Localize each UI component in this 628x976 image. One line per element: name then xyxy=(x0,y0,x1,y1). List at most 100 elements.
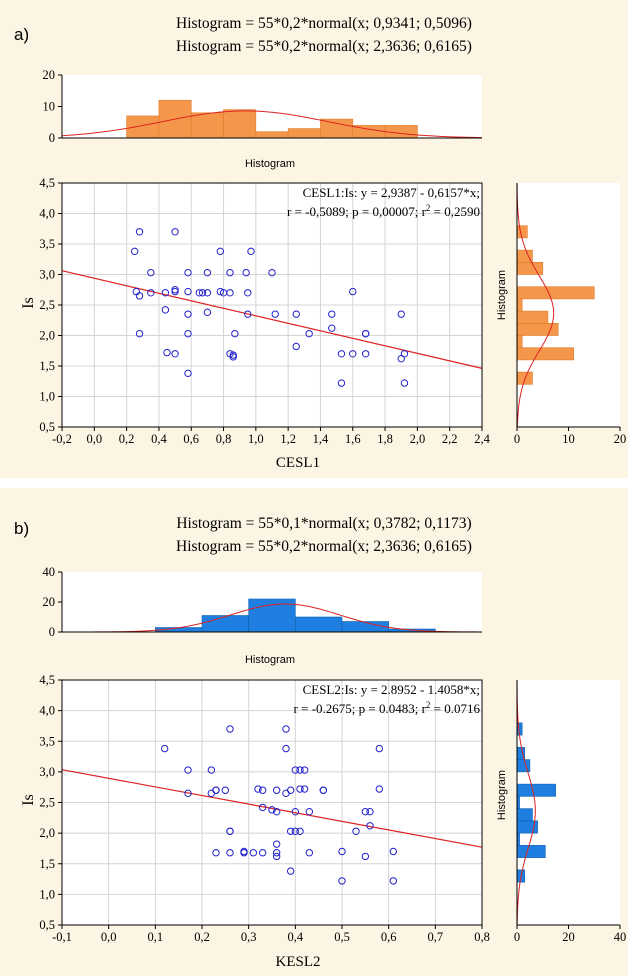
panel-b-y-tick-label: 4,5 xyxy=(39,673,55,687)
panel-a-data-point xyxy=(135,228,144,236)
panel-a-xlabel: CESL1 xyxy=(276,455,320,471)
panel-a-y-tick-label: 3,0 xyxy=(39,268,55,282)
panel-b-equation-line2: r = -0.2675; p = 0.0483; r2 = 0.0716 xyxy=(294,700,481,716)
panel-b-data-point xyxy=(361,852,370,861)
panel-b-data-point xyxy=(296,766,304,774)
panel-b-x-tick-label: 0,3 xyxy=(241,930,257,944)
panel-b-side-hist-bar xyxy=(516,845,546,858)
panel-b-xlabel: KESL2 xyxy=(276,954,321,970)
panel-a-top-hist-bar xyxy=(320,118,354,139)
panel-b-data-point xyxy=(258,803,267,812)
panel-a-side-hist-label: Histogram xyxy=(496,270,508,320)
panel-a-side-hist-area xyxy=(517,183,620,427)
panel-b-side-hist-bar xyxy=(516,808,533,822)
panel-a-equation-line1: CESL1:Is: y = 2,9387 - 0,6157*x; xyxy=(303,185,480,200)
panel-a-side-hist-bar xyxy=(516,371,533,385)
panel-a-data-point xyxy=(231,329,239,338)
panel-b-data-point xyxy=(286,786,295,794)
panel-b-data-point xyxy=(282,744,290,753)
panel-a-side-hist-bar xyxy=(516,261,544,275)
panel-a-data-point xyxy=(337,350,346,358)
panel-b-data-point xyxy=(300,785,309,793)
panel-b-data-point xyxy=(221,786,230,794)
panel-b-title-line1: Histogram = 55*0,1*normal(x; 0,3782; 0,1… xyxy=(176,515,471,532)
panel-b-side-hist-bar xyxy=(516,759,531,773)
panel-b-data-point xyxy=(366,807,374,816)
panel-a-data-point xyxy=(184,369,192,378)
panel-a-x-tick-label: 2,2 xyxy=(442,432,458,446)
panel-a-data-point xyxy=(292,342,300,351)
panel-a-x-tick-label: 2,4 xyxy=(474,432,490,446)
panel-b-data-point xyxy=(361,807,370,816)
panel-a-data-point xyxy=(216,287,225,296)
panel-a-data-point xyxy=(305,329,313,338)
panel-b-y-tick-label: 3,0 xyxy=(39,765,55,779)
panel-b-x-tick-label: 0,5 xyxy=(334,930,350,944)
panel-b-data-point xyxy=(291,827,300,835)
panel-a-data-point xyxy=(135,329,144,338)
panel-a-data-point xyxy=(203,268,212,277)
charts-layer: -0,2 0,0 0,2 0,4 0,6 0,8 1,0 1,2 1,4 1,6 1,8 2,0 2,2… xyxy=(39,68,626,944)
panel-b-equation-line1: CESL2:Is: y = 2.8952 - 1.4058*x; xyxy=(303,682,480,697)
panel-a-data-point xyxy=(244,310,252,318)
panel-a-data-point xyxy=(242,268,250,277)
panel-a-top-hist-y-tick-label: 0 xyxy=(49,131,55,145)
panel-b-x-tick-label: 0,4 xyxy=(288,930,304,944)
panel-a-data-point xyxy=(184,310,192,318)
panel-b-data-point xyxy=(212,849,220,857)
panel-a-top-hist-y-tick-label: 10 xyxy=(43,100,56,114)
panel-b-data-point xyxy=(389,847,398,856)
panel-b-label: b) xyxy=(14,519,29,538)
panel-b-top-hist-bar xyxy=(341,621,389,633)
panel-b-x-tick-label: 0,7 xyxy=(428,930,444,944)
panel-b-data-point xyxy=(258,786,267,794)
panel-b-y-tick-label: 2,0 xyxy=(39,826,55,840)
panel-a-x-tick-label: 1,2 xyxy=(280,432,296,446)
panel-b-top-hist-y-tick-label: 20 xyxy=(43,595,56,609)
panel-a-data-point xyxy=(268,268,276,277)
panel-a-data-point xyxy=(195,289,204,297)
panel-a-side-hist-bar xyxy=(516,298,523,312)
panel-b-scatter-frame xyxy=(61,679,483,926)
panel-a-data-point xyxy=(161,289,170,297)
panel-a-x-tick-label: 0,6 xyxy=(183,432,199,446)
panel-b-y-tick-label: 4,0 xyxy=(39,704,55,718)
panel-a-side-hist-normal-curve xyxy=(516,182,555,428)
panel-b-side-hist-normal-curve xyxy=(516,680,536,926)
panel-a-data-point xyxy=(171,228,179,236)
panel-b-data-point xyxy=(254,785,262,793)
panel-b-data-point xyxy=(272,852,281,861)
panel-b-y-tick-label: 1,0 xyxy=(39,887,55,901)
panel-a-top-hist-label: Histogram xyxy=(245,158,295,170)
panel-a-top-hist-bar xyxy=(223,109,257,139)
panel-a-side-hist-bar xyxy=(516,310,549,324)
panel-a-y-tick-label: 4,0 xyxy=(39,207,55,221)
panel-a-data-point xyxy=(361,350,370,358)
panel-a-data-point xyxy=(203,308,212,317)
panel-b-data-point xyxy=(268,806,276,814)
panel-a-x-tick-label: 0,8 xyxy=(216,432,232,446)
panel-a-data-point xyxy=(147,268,155,277)
panel-a-x-tick-label: 0,4 xyxy=(151,432,167,446)
panel-a-chart-group: -0,2 0,0 0,2 0,4 0,6 0,8 1,0 1,2 1,4 1,6 1,8 2,0 2,2… xyxy=(39,68,626,446)
panel-a-top-hist-bar xyxy=(287,128,321,139)
panel-b-data-point xyxy=(389,877,398,885)
panel-b-top-hist-label: Histogram xyxy=(245,654,295,666)
panel-a-y-tick-label: 1,0 xyxy=(39,390,55,404)
panel-b-data-point xyxy=(226,849,234,857)
panel-a-data-point xyxy=(171,286,179,294)
panel-b-data-point xyxy=(296,827,304,835)
panel-a-label: a) xyxy=(14,25,29,44)
panel-b-data-point xyxy=(207,766,216,774)
panel-b-top-hist-y-tick-label: 40 xyxy=(43,565,56,579)
panel-b-top-hist-bar xyxy=(201,615,249,633)
panel-a-data-point xyxy=(328,310,336,318)
panel-b-data-point xyxy=(286,867,295,875)
panel-a-side-hist-bar xyxy=(516,335,523,348)
panel-a-y-tick-label: 3,5 xyxy=(39,237,55,251)
panel-a-data-point xyxy=(184,287,192,296)
panel-a-equation-line2: r = -0,5089; p = 0,00007; r2 = 0,2590 xyxy=(287,203,480,219)
panel-b-title-line2: Histogram = 55*0,2*normal(x; 2,3636; 0,6… xyxy=(176,538,472,555)
panel-b-chart-group: -0,1 0,0 0,1 0,2 0,3 0,4 0,5 0,6 0,7 0,8 0,5 1,0 1,5… xyxy=(39,565,626,944)
